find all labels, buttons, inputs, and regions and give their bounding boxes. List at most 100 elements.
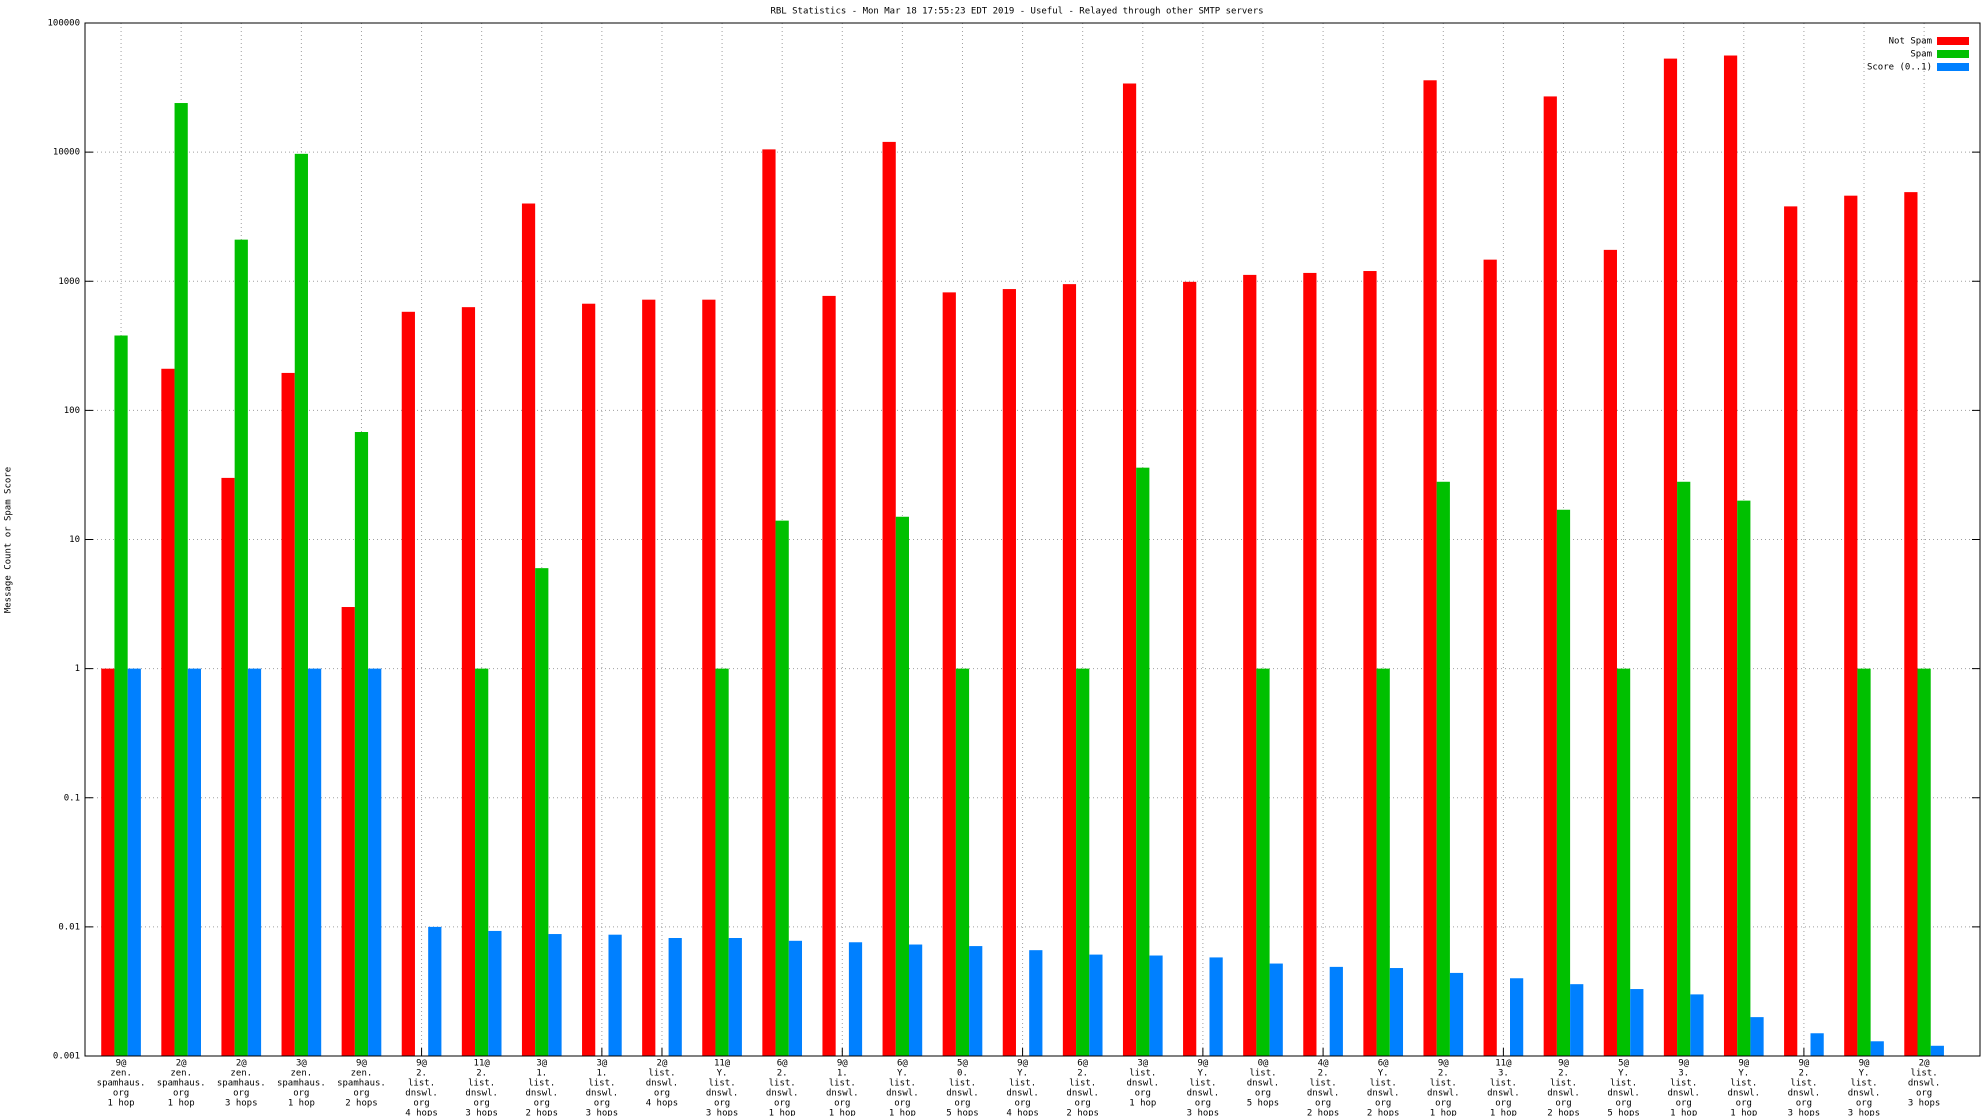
x-tick-label: Y. <box>717 1069 728 1079</box>
x-tick-label: dnswl. <box>886 1089 919 1099</box>
bar <box>1136 467 1150 1056</box>
x-tick-label: list. <box>1009 1079 1036 1089</box>
bar <box>1483 259 1497 1056</box>
x-tick-label: 9@ <box>1438 1059 1449 1069</box>
x-tick-label: spamhaus. <box>217 1079 266 1089</box>
x-tick-label: 5@ <box>957 1059 968 1069</box>
x-tick-label: Y. <box>1197 1069 1208 1079</box>
legend-swatch <box>1937 50 1969 58</box>
x-tick-label: zen. <box>170 1069 192 1079</box>
x-tick-label: org <box>1856 1099 1872 1109</box>
bar <box>1663 58 1678 1056</box>
bar <box>187 668 201 1056</box>
x-tick-label: org <box>233 1089 249 1099</box>
x-tick-label: 11@ <box>714 1059 731 1069</box>
bar <box>521 203 536 1056</box>
x-tick-label: list. <box>1129 1069 1156 1079</box>
bar <box>788 940 803 1056</box>
x-tick-label: 6@ <box>897 1059 908 1069</box>
bar <box>728 938 742 1056</box>
x-tick-label: list. <box>1189 1079 1216 1089</box>
x-tick-label: list. <box>1610 1079 1637 1089</box>
x-tick-label: org <box>1796 1099 1812 1109</box>
x-tick-label: dnswl. <box>946 1089 979 1099</box>
bar <box>401 311 415 1056</box>
x-tick-label: 2@ <box>657 1059 668 1069</box>
x-tick-label: org <box>834 1099 850 1109</box>
x-tick-label: 2 hops <box>1066 1109 1099 1116</box>
x-tick-label: dnswl. <box>1728 1089 1761 1099</box>
x-tick-label: 2. <box>1798 1069 1809 1079</box>
bar <box>161 368 175 1056</box>
y-tick-label: 1 <box>75 664 80 674</box>
x-tick-label: list. <box>1370 1079 1397 1089</box>
x-tick-label: 9@ <box>1738 1059 1749 1069</box>
bar <box>1737 500 1751 1056</box>
x-tick-label: 9@ <box>1017 1059 1028 1069</box>
x-tick-label: list. <box>1249 1069 1276 1079</box>
legend-label: Not Spam <box>1889 37 1932 47</box>
bar <box>368 668 382 1056</box>
x-tick-label: list. <box>588 1079 615 1089</box>
x-tick-label: spamhaus. <box>97 1079 146 1089</box>
x-tick-label: dnswl. <box>706 1089 739 1099</box>
x-tick-label: 3 hops <box>1187 1109 1220 1116</box>
x-tick-label: 3 hops <box>706 1109 739 1116</box>
bar <box>1510 978 1524 1056</box>
bar <box>942 292 956 1056</box>
bar <box>1677 481 1691 1056</box>
x-tick-label: dnswl. <box>1788 1089 1821 1099</box>
x-tick-label: 1 hop <box>1129 1099 1156 1109</box>
bar <box>1556 509 1571 1056</box>
x-tick-label: list. <box>528 1079 555 1089</box>
legend-label: Score (0..1) <box>1867 63 1932 73</box>
bar <box>762 149 776 1057</box>
bar <box>969 946 983 1056</box>
x-tick-label: 6@ <box>777 1059 788 1069</box>
x-tick-label: dnswl. <box>1908 1079 1941 1089</box>
x-tick-label: 3 hops <box>1848 1109 1881 1116</box>
x-tick-label: 9@ <box>1558 1059 1569 1069</box>
bar <box>1723 55 1738 1057</box>
x-tick-label: 2@ <box>236 1059 247 1069</box>
x-tick-label: dnswl. <box>1367 1089 1400 1099</box>
x-tick-label: 4 hops <box>1006 1109 1039 1116</box>
x-tick-label: 2 hops <box>526 1109 559 1116</box>
bar <box>1002 289 1016 1056</box>
y-tick-label: 100000 <box>47 19 80 29</box>
y-tick-label: 100 <box>64 406 80 416</box>
bar <box>848 942 863 1056</box>
x-tick-label: list. <box>1069 1079 1096 1089</box>
bar <box>1076 668 1090 1056</box>
x-tick-label: 9@ <box>356 1059 367 1069</box>
bar <box>1329 966 1343 1056</box>
x-tick-label: 4 hops <box>405 1109 438 1116</box>
x-tick-label: dnswl. <box>1848 1089 1881 1099</box>
x-tick-label: list. <box>1911 1069 1938 1079</box>
x-tick-label: 3@ <box>1137 1059 1148 1069</box>
bar <box>702 299 716 1056</box>
bar <box>1603 249 1617 1057</box>
bar <box>548 934 562 1056</box>
bar <box>1376 668 1390 1056</box>
x-tick-label: org <box>714 1099 730 1109</box>
x-tick-label: 3 hops <box>465 1109 498 1116</box>
x-tick-label: 2. <box>1558 1069 1569 1079</box>
y-tick-label: 0.1 <box>64 793 80 803</box>
bar <box>428 926 442 1056</box>
bar <box>882 141 896 1056</box>
x-tick-label: 9@ <box>116 1059 127 1069</box>
bar <box>234 239 248 1056</box>
x-tick-label: 2. <box>1318 1069 1329 1079</box>
x-tick-label: 3 hops <box>586 1109 619 1116</box>
bar <box>1256 668 1270 1056</box>
x-tick-label: 2 hops <box>1307 1109 1340 1116</box>
bar <box>908 944 923 1056</box>
x-tick-label: 5 hops <box>1607 1109 1640 1116</box>
x-tick-label: org <box>1615 1099 1631 1109</box>
x-tick-label: list. <box>769 1079 796 1089</box>
x-tick-label: 3. <box>1678 1069 1689 1079</box>
x-tick-label: Y. <box>1378 1069 1389 1079</box>
x-tick-label: 1. <box>837 1069 848 1079</box>
bar <box>354 432 369 1056</box>
